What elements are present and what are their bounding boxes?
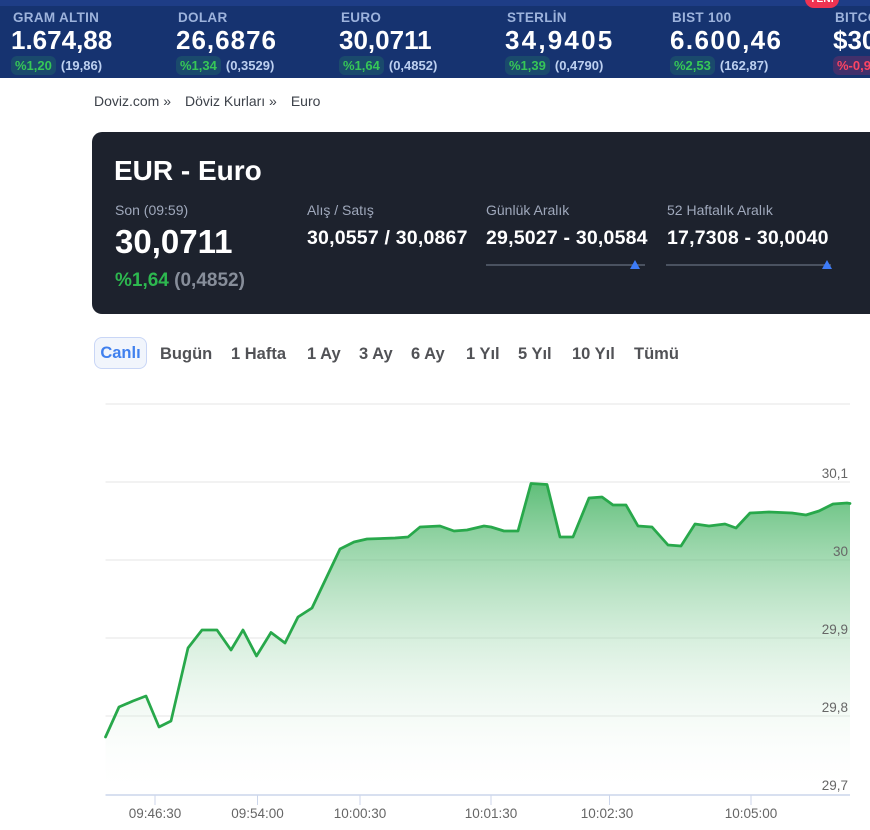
svg-text:29,8: 29,8 [822,700,848,715]
svg-text:29,7: 29,7 [822,778,848,793]
svg-text:10:01:30: 10:01:30 [465,806,518,821]
svg-text:09:46:30: 09:46:30 [129,806,182,821]
svg-text:09:54:00: 09:54:00 [231,806,284,821]
svg-text:10:02:30: 10:02:30 [581,806,634,821]
svg-text:10:05:00: 10:05:00 [725,806,778,821]
svg-text:30: 30 [833,544,848,559]
svg-text:10:00:30: 10:00:30 [334,806,387,821]
svg-text:30,1: 30,1 [822,466,848,481]
svg-text:29,9: 29,9 [822,622,848,637]
